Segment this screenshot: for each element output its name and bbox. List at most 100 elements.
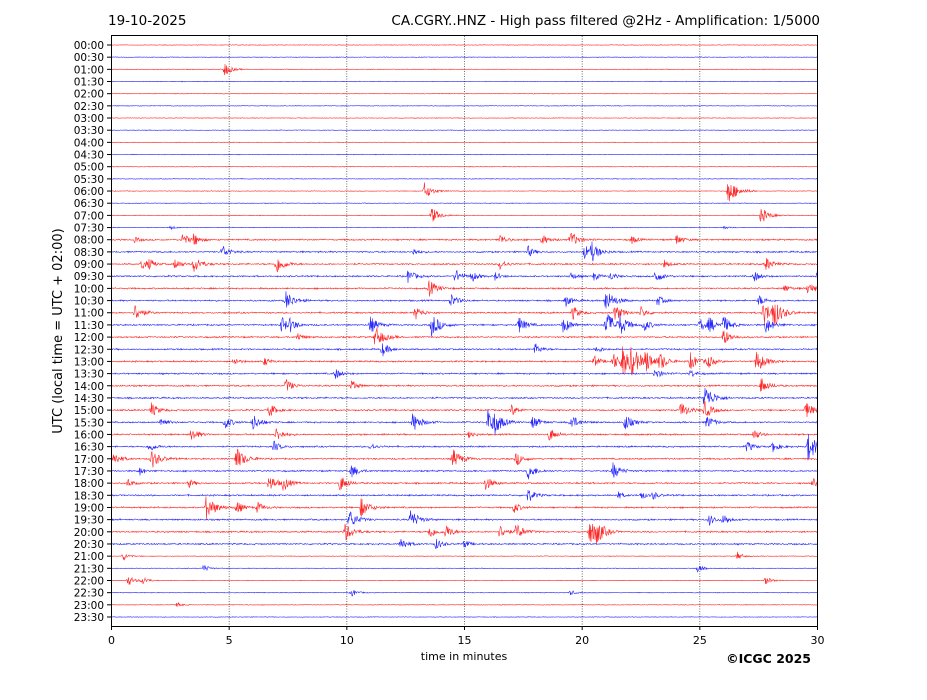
y-tick-label: 20:30 <box>74 539 104 551</box>
y-tick-label: 22:00 <box>74 575 104 587</box>
y-tick-label: 19:00 <box>74 502 104 514</box>
y-tick-label: 15:00 <box>74 405 104 417</box>
trace-0930 <box>111 267 818 283</box>
x-axis-label: time in minutes <box>421 650 508 663</box>
trace-0500 <box>111 165 818 168</box>
y-tick-label: 03:30 <box>74 125 104 137</box>
x-tick-label: 20 <box>575 634 589 647</box>
x-tick-label: 30 <box>811 634 825 647</box>
y-tick-label: 11:30 <box>74 320 104 332</box>
trace-2030 <box>111 538 818 550</box>
y-tick-label: 13:00 <box>74 356 104 368</box>
y-tick-label: 04:00 <box>74 137 104 149</box>
trace-0900 <box>111 257 818 273</box>
x-tick-label: 15 <box>458 634 472 647</box>
y-tick-label: 16:00 <box>74 429 104 441</box>
y-tick-label: 10:30 <box>74 296 104 308</box>
trace-0030 <box>111 56 818 58</box>
y-tick-label: 23:00 <box>74 600 104 612</box>
y-tick-label: 14:30 <box>74 393 104 405</box>
y-tick-label: 02:00 <box>74 89 104 101</box>
y-tick-label: 06:30 <box>74 198 104 210</box>
y-tick-label: 14:00 <box>74 381 104 393</box>
grid-lines <box>228 36 701 626</box>
y-tick-label: 17:30 <box>74 466 104 478</box>
trace-2000 <box>111 523 818 545</box>
trace-1200 <box>111 327 818 345</box>
trace-2200 <box>111 576 818 585</box>
trace-2230 <box>111 589 818 597</box>
trace-1830 <box>111 490 818 501</box>
trace-0330 <box>111 129 818 131</box>
trace-1630 <box>111 434 818 461</box>
date-label: 19-10-2025 <box>108 13 186 29</box>
y-tick-label: 12:00 <box>74 332 104 344</box>
trace-0800 <box>111 233 818 245</box>
y-tick-label: 09:30 <box>74 271 104 283</box>
x-tick-label: 10 <box>340 634 354 647</box>
y-tick-label: 20:00 <box>74 527 104 539</box>
x-tick-labels: 0 5 10 15 20 25 30 <box>108 626 825 647</box>
y-tick-label: 15:30 <box>74 417 104 429</box>
trace-0630 <box>111 202 818 204</box>
y-tick-label: 00:00 <box>74 40 104 52</box>
y-tick-label: 11:00 <box>74 308 104 320</box>
trace-1930 <box>111 510 818 526</box>
trace-0730 <box>111 225 818 231</box>
y-tick-label: 12:30 <box>74 344 104 356</box>
y-tick-label: 13:30 <box>74 369 104 381</box>
y-tick-label: 06:00 <box>74 186 104 198</box>
y-tick-label: 18:30 <box>74 490 104 502</box>
trace-0200 <box>111 92 818 95</box>
y-tick-label: 00:30 <box>74 52 104 64</box>
trace-1100 <box>111 304 818 325</box>
y-tick-label: 18:00 <box>74 478 104 490</box>
trace-1330 <box>111 369 818 379</box>
x-tick-label: 25 <box>693 634 707 647</box>
copyright-label: ©ICGC 2025 <box>726 651 811 666</box>
trace-2130 <box>111 564 818 573</box>
y-tick-label: 17:00 <box>74 454 104 466</box>
y-tick-label: 07:00 <box>74 210 104 222</box>
trace-0230 <box>111 105 818 107</box>
trace-1800 <box>111 477 818 491</box>
y-tick-label: 21:30 <box>74 563 104 575</box>
y-tick-label: 01:00 <box>74 64 104 76</box>
trace-1430 <box>111 387 818 405</box>
trace-1030 <box>111 291 818 309</box>
trace-1300 <box>111 346 818 376</box>
trace-1530 <box>111 409 818 435</box>
x-tick-label: 5 <box>226 634 233 647</box>
trace-1130 <box>111 313 818 337</box>
trace-0130 <box>111 80 818 83</box>
y-tick-label: 07:30 <box>74 223 104 235</box>
trace-2330 <box>111 616 818 618</box>
chart-title: CA.CGRY..HNZ - High pass filtered @2Hz -… <box>391 13 820 29</box>
y-tick-label: 10:00 <box>74 283 104 295</box>
y-tick-label: 21:00 <box>74 551 104 563</box>
y-tick-label: 05:30 <box>74 174 104 186</box>
trace-0830 <box>111 241 818 262</box>
trace-0300 <box>111 117 818 119</box>
y-tick-label: 02:30 <box>74 101 104 113</box>
trace-1230 <box>111 343 818 357</box>
y-tick-label: 23:30 <box>74 612 104 624</box>
y-tick-label: 19:30 <box>74 515 104 527</box>
y-tick-labels: 00:0000:3001:0001:3002:0002:3003:0003:30… <box>74 40 111 624</box>
trace-0700 <box>111 208 818 222</box>
trace-2300 <box>111 602 818 607</box>
trace-0530 <box>111 178 818 180</box>
y-tick-label: 09:00 <box>74 259 104 271</box>
y-tick-label: 01:30 <box>74 77 104 89</box>
y-tick-label: 08:30 <box>74 247 104 259</box>
y-tick-label: 22:30 <box>74 588 104 600</box>
trace-2100 <box>111 551 818 561</box>
seismic-traces <box>111 44 818 618</box>
trace-1600 <box>111 428 818 441</box>
trace-1000 <box>111 280 818 297</box>
y-axis-label: UTC (local time = UTC + 02:00) <box>51 228 66 433</box>
trace-1500 <box>111 400 818 418</box>
y-tick-label: 05:00 <box>74 162 104 174</box>
